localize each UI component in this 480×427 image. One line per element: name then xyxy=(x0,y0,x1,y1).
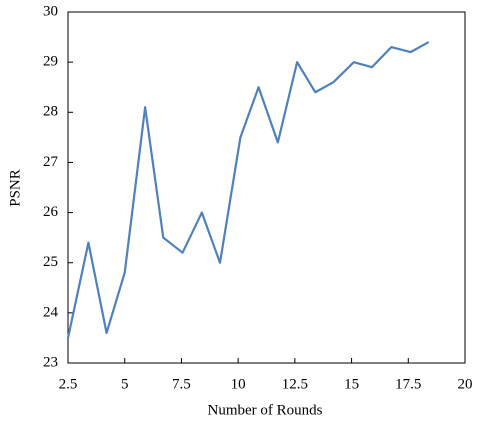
plot-frame xyxy=(67,11,466,364)
y-axis-label: PSNR xyxy=(7,169,23,207)
y-tick-label: 27 xyxy=(43,154,59,170)
data-line xyxy=(66,41,430,339)
x-tick-label: 17.5 xyxy=(395,376,421,392)
y-tick-label: 25 xyxy=(43,254,58,270)
x-tick-label: 10 xyxy=(231,376,246,392)
x-tick-label: 5 xyxy=(121,376,129,392)
x-tick-label: 7.5 xyxy=(172,376,191,392)
y-tick-label: 29 xyxy=(43,54,58,70)
x-tick-label: 12.5 xyxy=(282,376,308,392)
y-tick-label: 30 xyxy=(43,3,58,19)
x-tick-label: 15 xyxy=(344,376,359,392)
x-tick-label: 2.5 xyxy=(59,376,78,392)
y-tick-label: 24 xyxy=(43,304,59,320)
y-tick-label: 28 xyxy=(43,104,58,120)
y-tick-label: 26 xyxy=(43,204,59,220)
x-tick-label: 20 xyxy=(458,376,473,392)
y-tick-label: 23 xyxy=(43,354,58,370)
x-axis-label: Number of Rounds xyxy=(208,402,323,418)
